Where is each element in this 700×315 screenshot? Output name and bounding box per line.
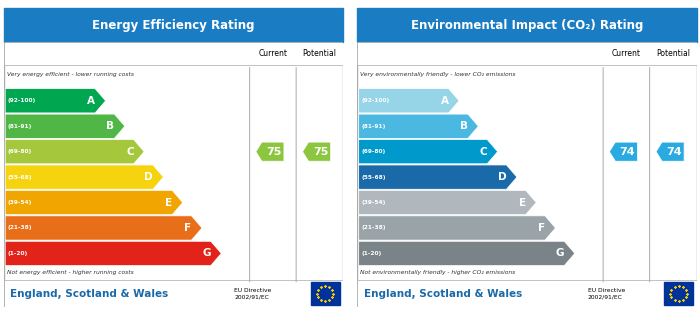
Polygon shape	[5, 216, 202, 240]
Text: A: A	[87, 96, 95, 106]
Text: Very energy efficient - lower running costs: Very energy efficient - lower running co…	[7, 72, 134, 77]
Bar	[664, 282, 693, 305]
Text: (21-38): (21-38)	[8, 226, 32, 231]
Polygon shape	[5, 165, 163, 189]
Text: (1-20): (1-20)	[361, 251, 382, 256]
Text: G: G	[202, 249, 211, 258]
Polygon shape	[358, 216, 556, 240]
Text: (39-54): (39-54)	[8, 200, 32, 205]
Text: (55-68): (55-68)	[8, 175, 32, 180]
Text: (39-54): (39-54)	[361, 200, 386, 205]
Text: 75: 75	[266, 147, 281, 157]
Text: (69-80): (69-80)	[8, 149, 32, 154]
Polygon shape	[358, 165, 517, 189]
Text: England, Scotland & Wales: England, Scotland & Wales	[364, 289, 522, 299]
Text: A: A	[440, 96, 449, 106]
Bar	[357, 8, 696, 42]
Text: Potential: Potential	[656, 49, 690, 58]
Text: Not energy efficient - higher running costs: Not energy efficient - higher running co…	[7, 270, 134, 275]
Text: C: C	[480, 147, 487, 157]
Polygon shape	[5, 241, 221, 266]
Text: (69-80): (69-80)	[361, 149, 386, 154]
Text: EU Directive
2002/91/EC: EU Directive 2002/91/EC	[234, 288, 272, 299]
Polygon shape	[358, 114, 478, 138]
Text: (21-38): (21-38)	[361, 226, 386, 231]
Text: (55-68): (55-68)	[361, 175, 386, 180]
Bar	[4, 280, 343, 307]
Text: C: C	[126, 147, 134, 157]
Bar	[4, 8, 343, 42]
Polygon shape	[5, 140, 144, 164]
Text: Not environmentally friendly - higher CO₂ emissions: Not environmentally friendly - higher CO…	[360, 270, 516, 275]
Bar	[357, 280, 696, 307]
Text: (92-100): (92-100)	[8, 98, 36, 103]
Text: 74: 74	[620, 147, 635, 157]
Polygon shape	[656, 142, 684, 161]
Polygon shape	[358, 241, 575, 266]
Text: D: D	[144, 172, 153, 182]
Bar	[4, 42, 343, 65]
Text: B: B	[460, 121, 468, 131]
Bar	[357, 42, 696, 65]
Text: Current: Current	[612, 49, 641, 58]
Text: F: F	[538, 223, 545, 233]
Polygon shape	[5, 190, 183, 215]
Polygon shape	[610, 142, 638, 161]
Text: E: E	[165, 198, 172, 208]
Polygon shape	[5, 89, 106, 113]
Text: B: B	[106, 121, 114, 131]
Text: G: G	[556, 249, 564, 258]
Text: England, Scotland & Wales: England, Scotland & Wales	[10, 289, 169, 299]
Polygon shape	[302, 142, 330, 161]
Polygon shape	[5, 114, 125, 138]
Text: 75: 75	[313, 147, 328, 157]
Polygon shape	[358, 140, 498, 164]
Text: D: D	[498, 172, 507, 182]
Polygon shape	[358, 190, 536, 215]
Text: Energy Efficiency Rating: Energy Efficiency Rating	[92, 19, 255, 32]
Text: EU Directive
2002/91/EC: EU Directive 2002/91/EC	[588, 288, 625, 299]
Text: Current: Current	[258, 49, 288, 58]
Text: Very environmentally friendly - lower CO₂ emissions: Very environmentally friendly - lower CO…	[360, 72, 516, 77]
Text: (81-91): (81-91)	[361, 124, 386, 129]
Text: Environmental Impact (CO₂) Rating: Environmental Impact (CO₂) Rating	[411, 19, 643, 32]
Text: E: E	[519, 198, 526, 208]
Text: Potential: Potential	[302, 49, 337, 58]
Text: F: F	[184, 223, 192, 233]
Polygon shape	[358, 89, 459, 113]
Bar	[311, 282, 340, 305]
Text: (92-100): (92-100)	[361, 98, 390, 103]
Polygon shape	[256, 142, 284, 161]
Text: 74: 74	[666, 147, 682, 157]
Text: (1-20): (1-20)	[8, 251, 28, 256]
Text: (81-91): (81-91)	[8, 124, 32, 129]
